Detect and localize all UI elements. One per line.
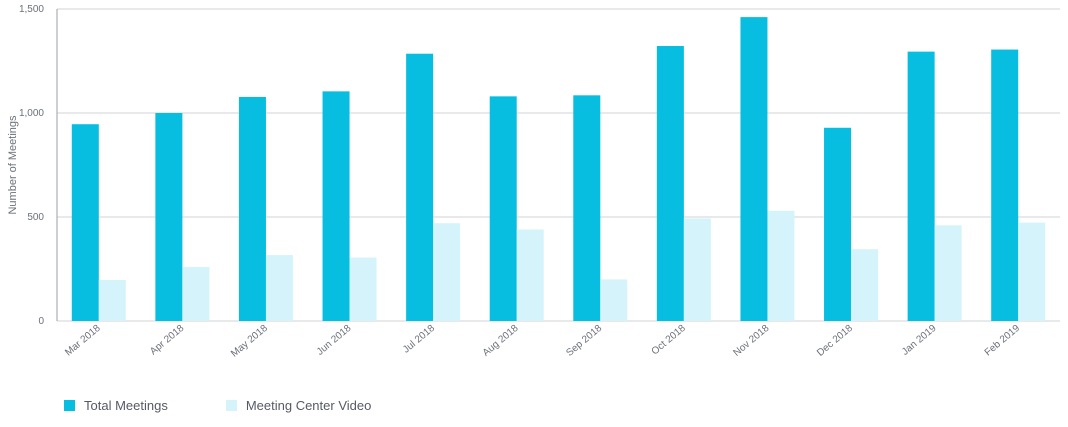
x-tick-label: Nov 2018 [732,323,772,359]
bar-total-meetings [740,17,768,321]
y-tick-label: 0 [38,316,44,327]
legend-swatch-meeting-center-video [225,400,237,411]
legend-item-total-meetings[interactable]: Total Meetings [64,398,168,413]
x-tick-label: May 2018 [229,323,270,360]
legend-item-meeting-center-video[interactable]: Meeting Center Video [225,398,372,413]
legend-label-meeting-center-video: Meeting Center Video [245,398,372,413]
bar-total-meetings [991,49,1019,322]
bar-total-meetings [656,46,684,322]
bar-meeting-center-video [683,218,711,321]
bar-meeting-center-video [98,280,126,321]
bar-meeting-center-video [767,210,795,321]
bar-total-meetings [489,96,517,321]
x-tick-label: Sep 2018 [564,323,604,359]
y-tick-label: 500 [27,212,44,223]
y-axis-title: Number of Meetings [7,115,19,215]
bar-total-meetings [155,113,183,321]
x-tick-label: Jun 2018 [315,323,354,358]
x-tick-label: Oct 2018 [650,323,688,358]
bar-meeting-center-video [265,255,293,321]
bar-total-meetings [907,51,935,321]
bar-total-meetings [406,53,434,321]
legend: Total Meetings Meeting Center Video [64,398,371,413]
bar-total-meetings [238,96,266,321]
bar-meeting-center-video [934,225,962,321]
x-tick-label: Jan 2019 [900,323,939,358]
bar-total-meetings [322,91,350,321]
x-tick-label: Mar 2018 [63,323,103,359]
x-tick-label: Apr 2018 [148,323,186,358]
legend-swatch-total-meetings [64,400,75,411]
bar-meeting-center-video [516,229,544,321]
bar-total-meetings [71,124,99,322]
y-tick-label: 1,500 [19,4,44,15]
bar-meeting-center-video [851,249,879,321]
bar-meeting-center-video [600,279,628,321]
x-tick-label: Dec 2018 [815,323,855,359]
x-tick-label: Feb 2019 [983,323,1023,359]
bar-meeting-center-video [433,223,461,321]
x-tick-label: Aug 2018 [481,323,521,359]
legend-label-total-meetings: Total Meetings [84,398,168,413]
bar-meeting-center-video [182,266,210,321]
bar-meeting-center-video [1018,222,1046,321]
bar-meeting-center-video [349,257,377,321]
x-tick-label: Jul 2018 [401,323,437,356]
bar-total-meetings [573,95,601,321]
bar-total-meetings [824,127,852,321]
y-tick-label: 1,000 [19,108,44,119]
